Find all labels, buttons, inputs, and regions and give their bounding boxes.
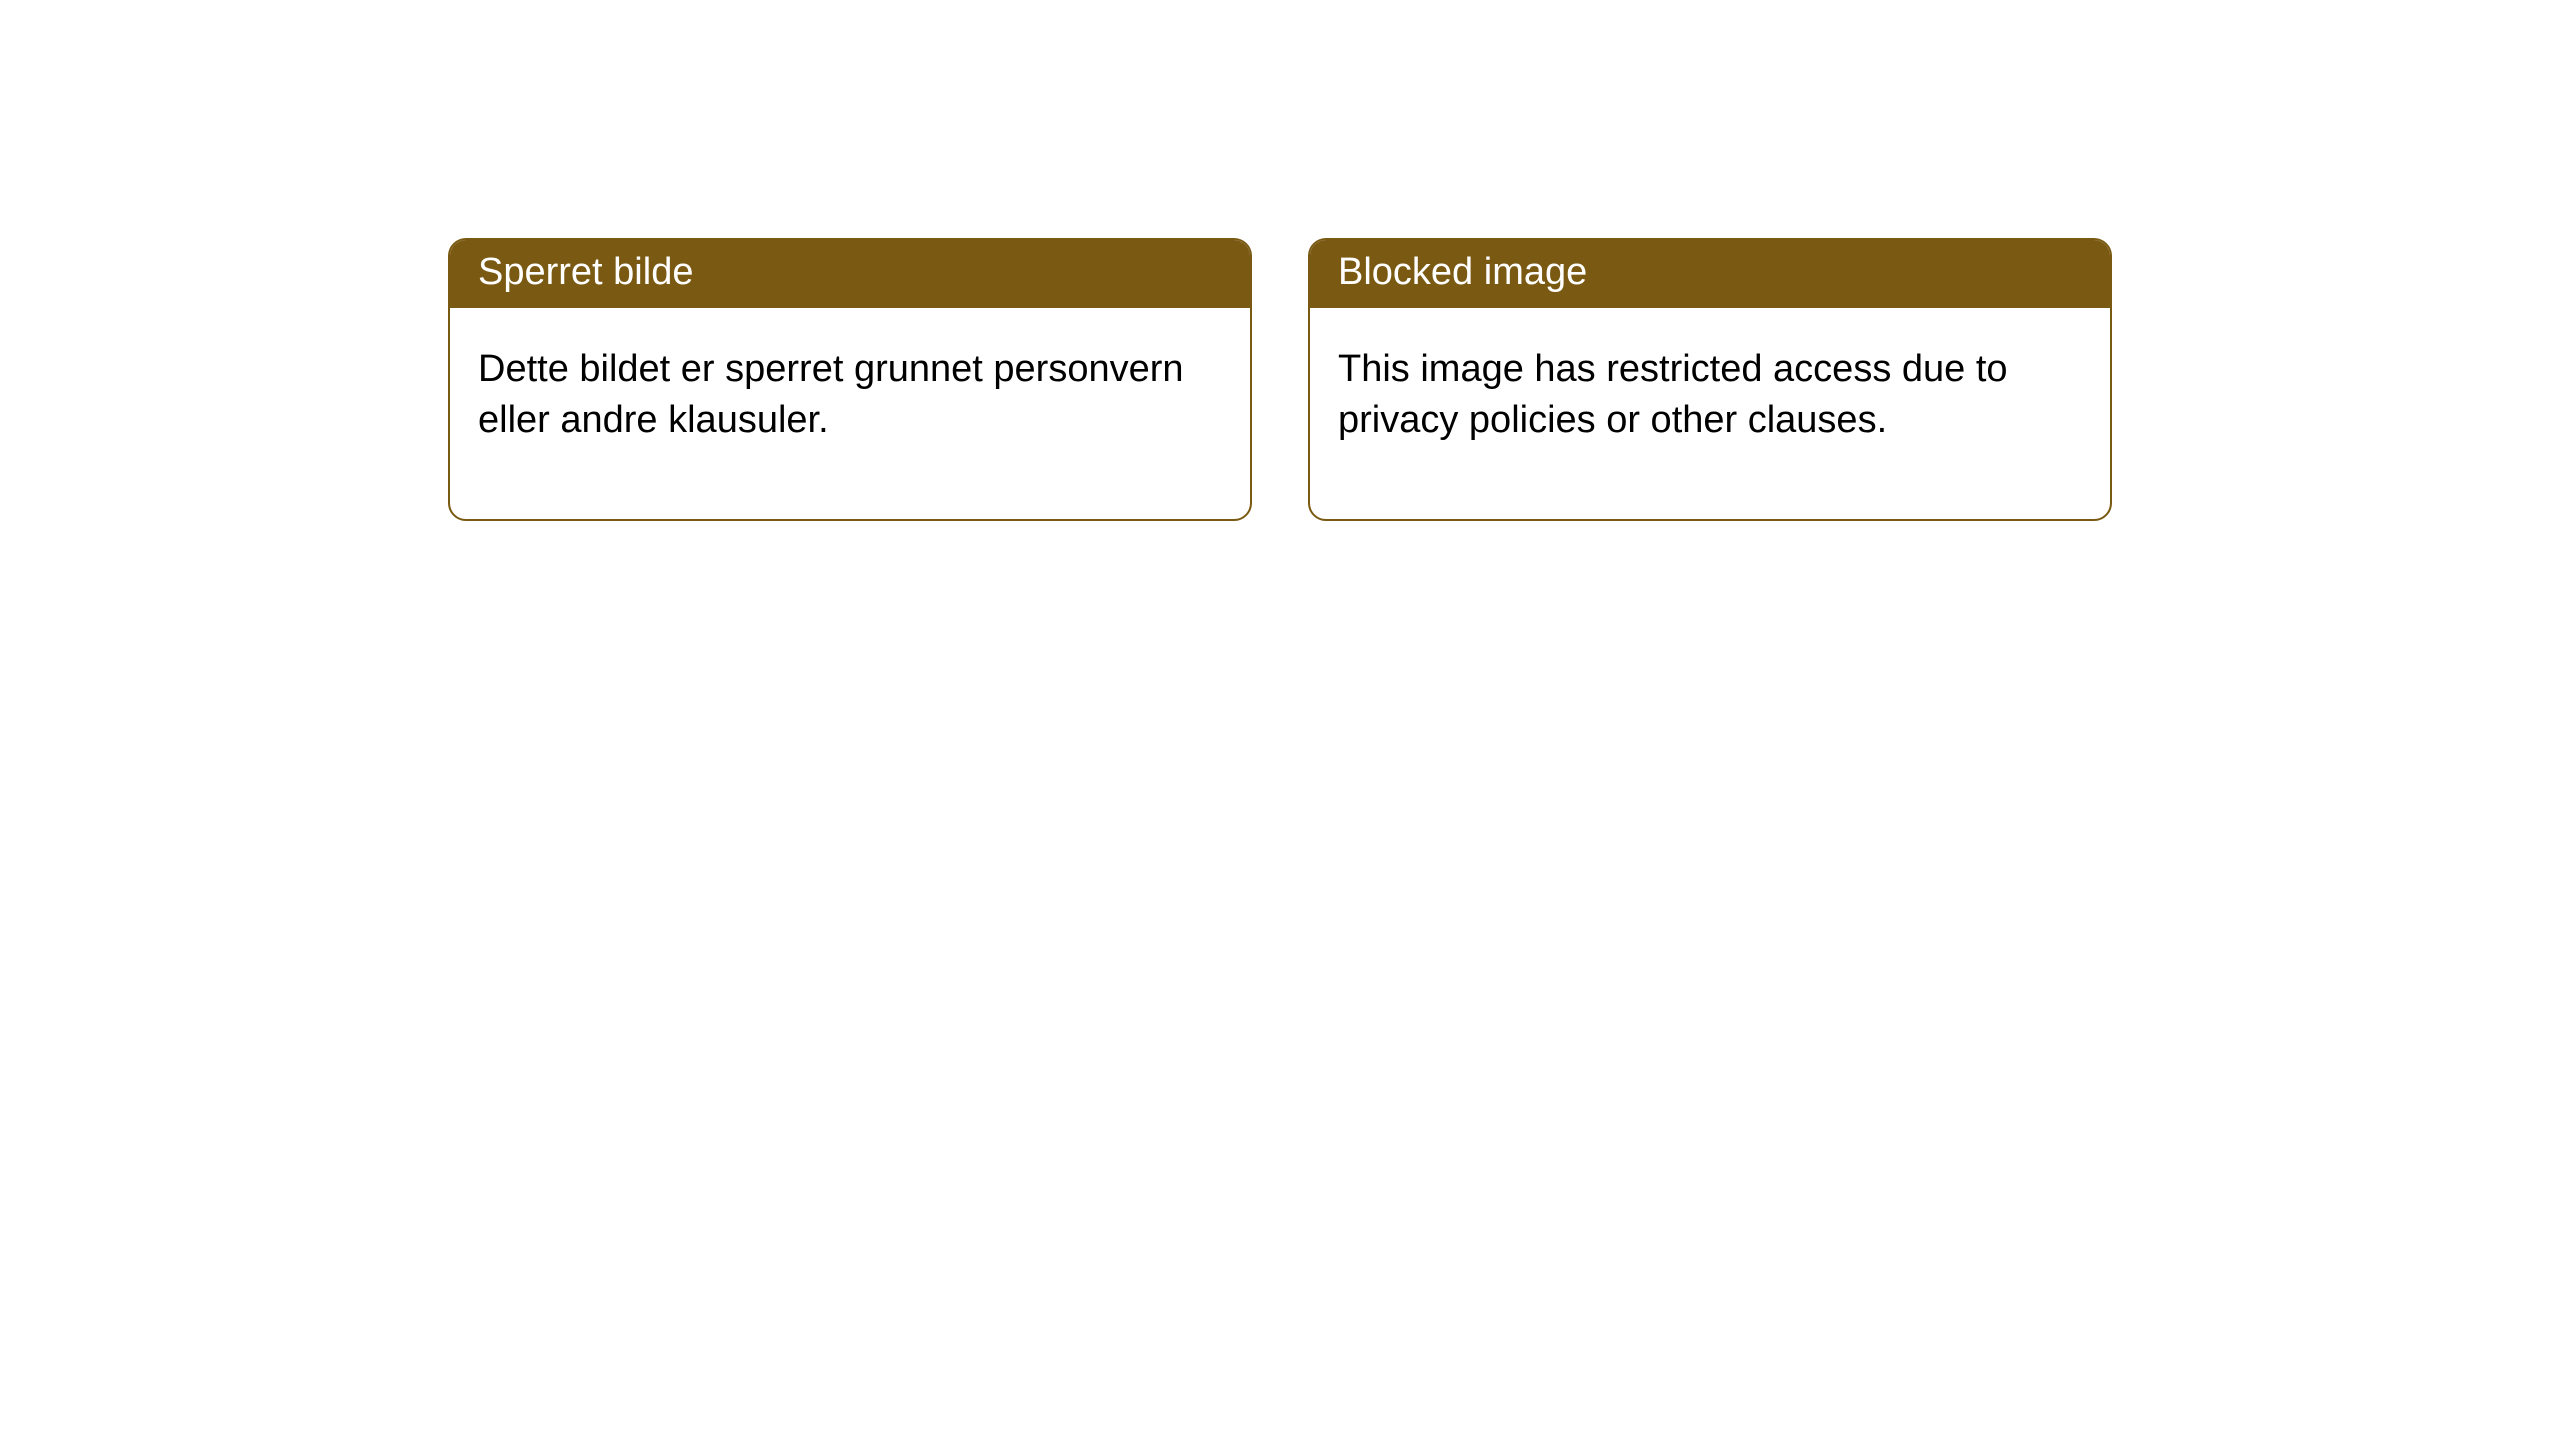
notice-body-english: This image has restricted access due to … xyxy=(1310,308,2110,519)
notice-box-norwegian: Sperret bilde Dette bildet er sperret gr… xyxy=(448,238,1252,521)
notice-container: Sperret bilde Dette bildet er sperret gr… xyxy=(0,0,2560,521)
notice-body-norwegian: Dette bildet er sperret grunnet personve… xyxy=(450,308,1250,519)
notice-title-norwegian: Sperret bilde xyxy=(450,240,1250,308)
notice-title-english: Blocked image xyxy=(1310,240,2110,308)
notice-box-english: Blocked image This image has restricted … xyxy=(1308,238,2112,521)
